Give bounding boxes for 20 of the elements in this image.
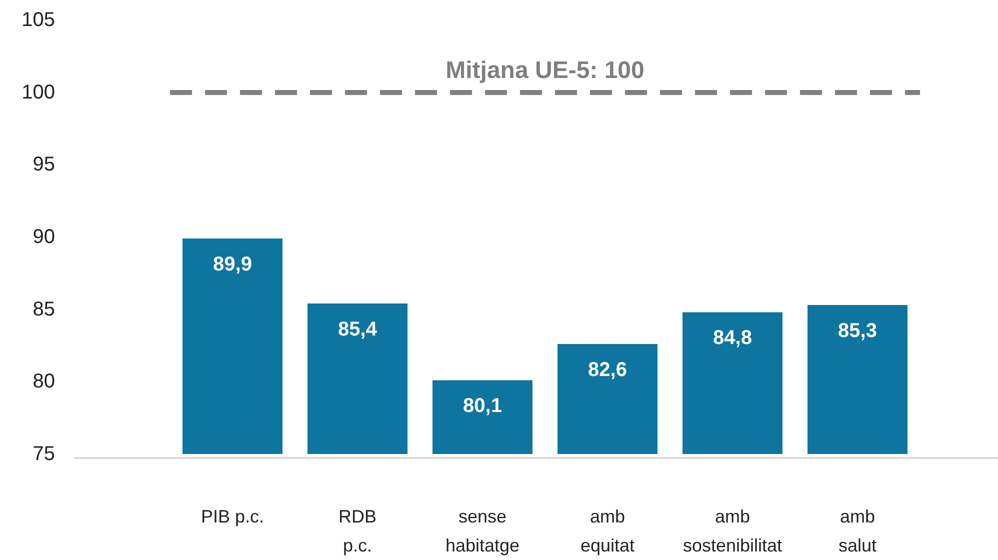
y-tick-label: 100 [22, 81, 55, 104]
y-tick-label: 90 [32, 226, 55, 248]
x-tick-label: amb salut [838, 506, 877, 556]
data-label: 89,9 [213, 253, 252, 276]
data-label: 82,6 [588, 359, 627, 382]
data-label: 80,1 [463, 395, 502, 418]
ref-line-label: Mitjana UE-5: 100 [446, 56, 644, 84]
data-label: 85,3 [838, 320, 877, 342]
y-tick-label: 80 [32, 370, 55, 393]
x-tick-label: amb equitat [580, 506, 635, 556]
x-tick-label: sense habitatge [445, 506, 520, 556]
x-tick-label: amb sostenibilitat [682, 506, 782, 556]
y-tick-label: 95 [32, 154, 55, 176]
y-tick-label: 85 [32, 298, 55, 320]
data-label: 85,4 [338, 318, 378, 341]
x-tick-label: PIB p.c. [200, 506, 264, 526]
x-tick-label: RDB p.c. [338, 506, 377, 556]
y-tick-label: 75 [32, 443, 55, 465]
y-tick-label: 105 [22, 9, 55, 31]
data-label: 84,8 [713, 327, 752, 350]
